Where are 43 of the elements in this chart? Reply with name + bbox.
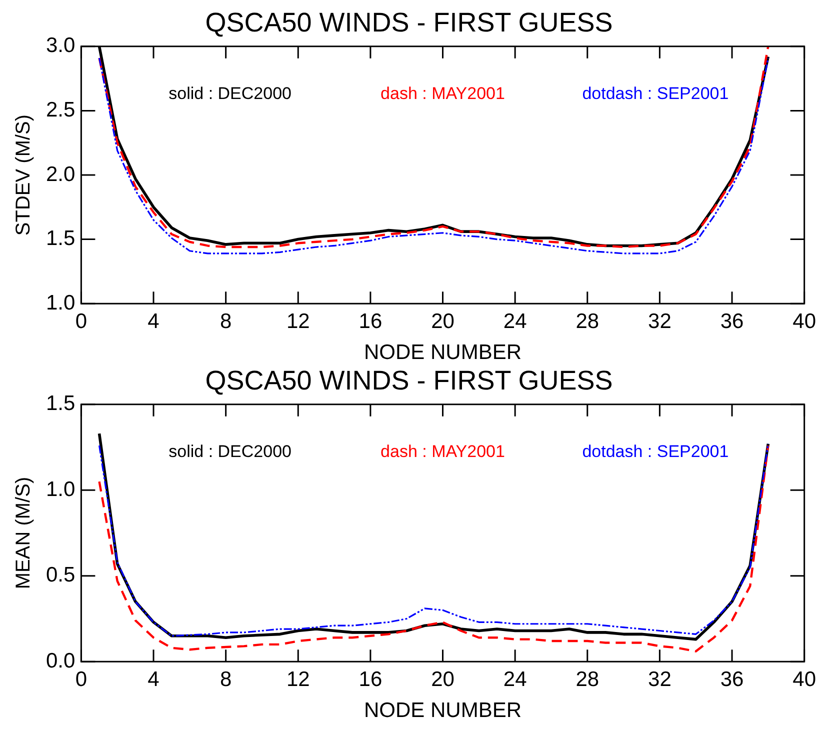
y-tick-label: 2.5: [46, 98, 76, 122]
x-tick-label: 36: [720, 668, 744, 691]
text: dash : MAY2001: [380, 442, 505, 462]
x-tick-label: 40: [792, 668, 816, 691]
y-tick-label: 1.0: [46, 291, 76, 314]
x-axis-title: NODE NUMBER: [364, 699, 522, 722]
y-axis-title: STDEV (M/S): [12, 114, 35, 236]
x-tick-label: 16: [358, 310, 382, 333]
text: solid : DEC2000: [168, 442, 292, 462]
text: dash : MAY2001: [380, 84, 505, 104]
x-tick-label: 20: [431, 310, 454, 333]
y-tick-label: 2.0: [46, 162, 76, 186]
y-tick-label: 1.5: [46, 227, 76, 250]
text: solid : DEC2000: [168, 84, 292, 104]
y-tick-label: 3.0: [46, 34, 76, 58]
x-tick-label: 28: [576, 310, 600, 333]
x-tick-label: 0: [75, 668, 88, 691]
x-tick-label: 32: [648, 668, 672, 691]
x-tick-label: 0: [75, 310, 88, 333]
x-tick-label: 24: [503, 668, 528, 691]
x-tick-label: 40: [792, 310, 816, 333]
x-tick-label: 12: [286, 310, 310, 333]
x-tick-label: 20: [431, 668, 454, 691]
y-tick-label: 1.5: [46, 392, 76, 416]
x-tick-label: 4: [148, 310, 160, 333]
x-axis-title: NODE NUMBER: [364, 341, 522, 364]
text: dotdash : SEP2001: [582, 442, 729, 462]
x-tick-label: 24: [503, 310, 528, 333]
x-tick-label: 8: [220, 668, 232, 691]
y-tick-label: 0.5: [46, 564, 76, 587]
x-tick-label: 16: [358, 668, 382, 691]
x-tick-label: 12: [286, 668, 310, 691]
chart-title: QSCA50 WINDS - FIRST GUESS: [205, 366, 613, 396]
y-axis-title: MEAN (M/S): [12, 476, 35, 590]
x-tick-label: 8: [220, 310, 232, 333]
x-tick-label: 28: [576, 668, 600, 691]
chart-title: QSCA50 WINDS - FIRST GUESS: [205, 8, 613, 38]
x-tick-label: 36: [720, 310, 744, 333]
y-tick-label: 1.0: [46, 478, 76, 501]
series-label: dotdash : SEP2001: [582, 84, 729, 104]
x-tick-label: 32: [648, 310, 672, 333]
y-tick-label: 0.0: [46, 649, 76, 672]
x-tick-label: 4: [148, 668, 160, 691]
